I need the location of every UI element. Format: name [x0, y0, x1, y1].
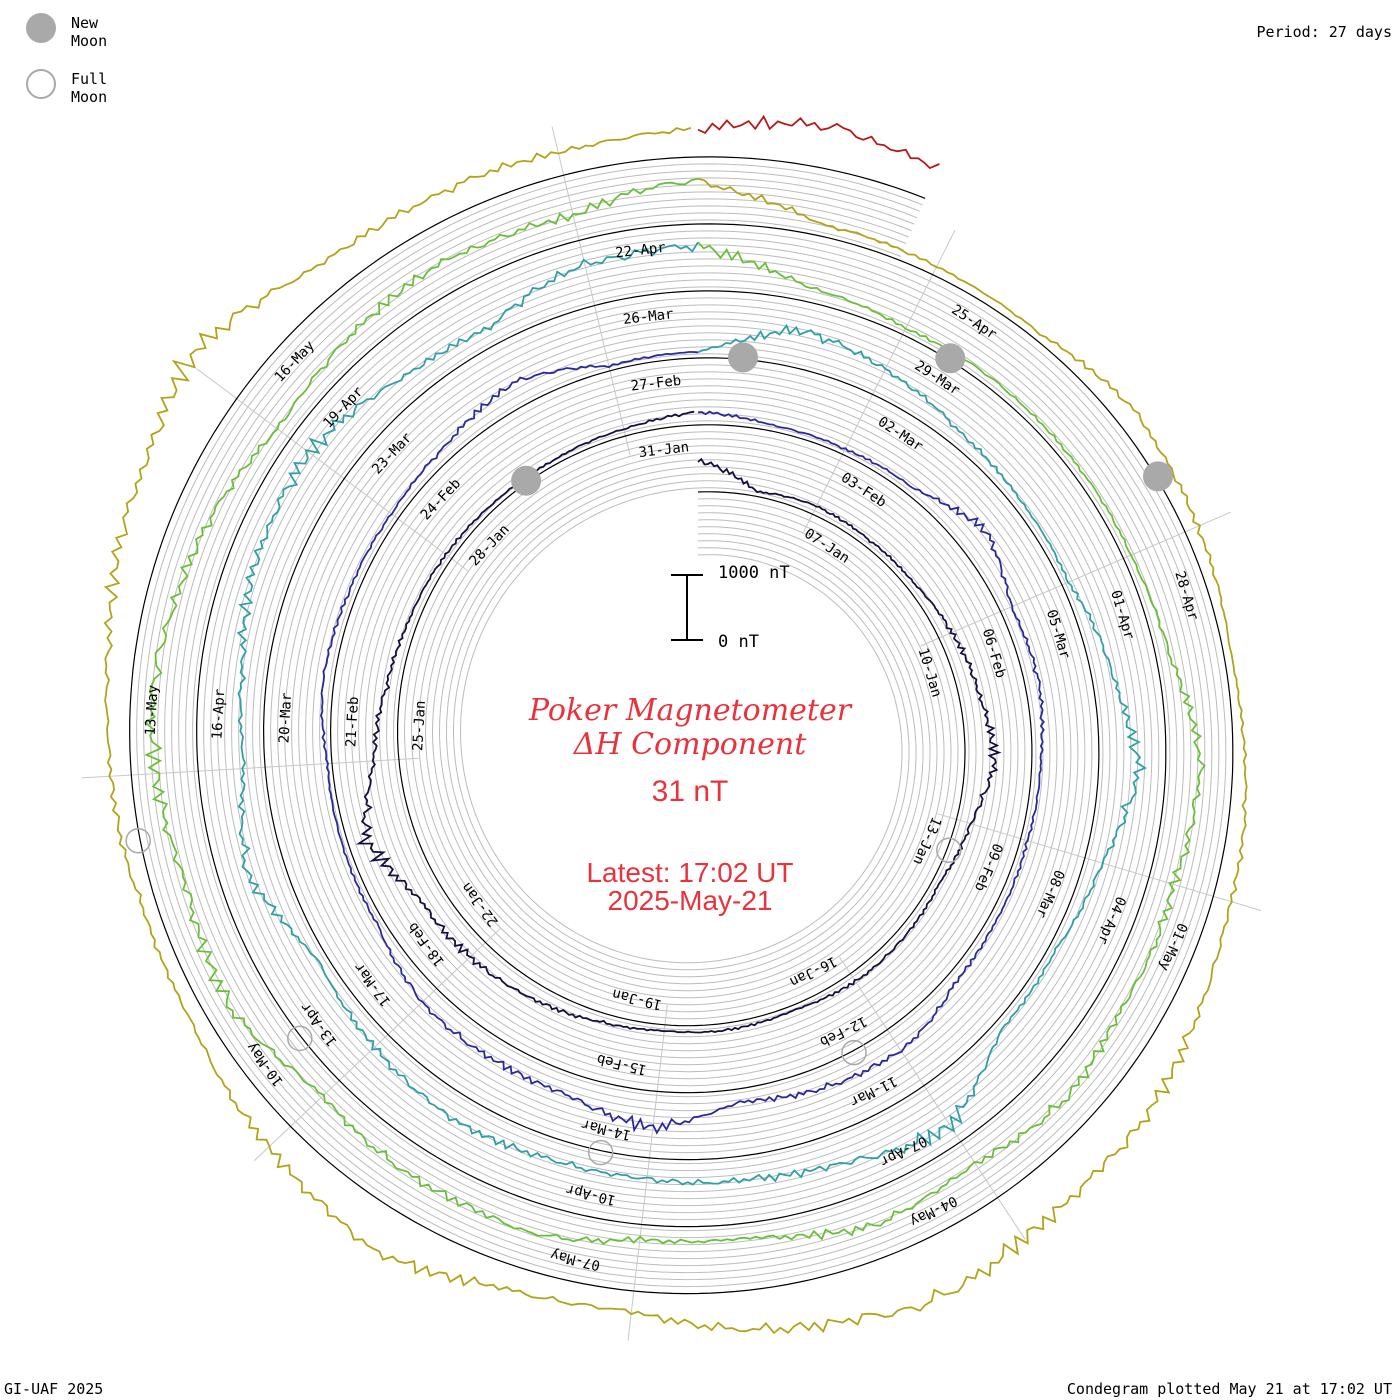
date-label: 26-Mar: [622, 306, 674, 328]
date-label: 21-Feb: [343, 696, 362, 747]
new-moon-marker: [935, 343, 966, 374]
dh-trace-rotation: [236, 241, 1148, 1186]
spiral-grid-line: [192, 219, 1171, 1232]
full-moon-marker: [841, 1039, 867, 1066]
full-moon-marker: [125, 827, 151, 854]
full-moon-marker: [936, 837, 962, 863]
spiral-grid-line: [178, 205, 1185, 1246]
date-label: 10-Jan: [915, 646, 945, 699]
date-label: 22-Apr: [615, 240, 667, 262]
day-spoke: [81, 757, 419, 779]
dh-trace-rotation: [103, 126, 1248, 1335]
legend-new-moon-label: New Moon: [71, 14, 108, 50]
chart-subtitle: ΔH Component: [573, 727, 807, 762]
new-moon-icon: [26, 13, 56, 43]
spiral-grid-line: [150, 177, 1213, 1274]
date-label: 27-Feb: [630, 373, 682, 395]
current-value: 31 nT: [651, 775, 729, 808]
date-label: 25-Jan: [410, 700, 429, 751]
zero-baseline: [129, 156, 1234, 1295]
new-moon-marker: [1143, 461, 1173, 492]
day-spoke: [838, 956, 1026, 1240]
dh-trace: [103, 114, 1248, 1335]
date-label: 28-Apr: [1171, 569, 1201, 622]
date-label: 19-Apr: [320, 384, 366, 432]
full-moon-marker: [587, 1139, 614, 1166]
spiral-grid-line: [143, 170, 1220, 1281]
scale-bar: [671, 574, 703, 641]
date-label: 28-Jan: [467, 522, 513, 570]
scale-top-label: 1000 nT: [718, 563, 790, 583]
spiral-grid-line: [136, 163, 1227, 1288]
spiral-grid-line: [185, 212, 1178, 1239]
day-spoke: [937, 813, 1262, 912]
date-label: 13-Apr: [298, 999, 341, 1049]
dh-trace-rotation: [355, 410, 1002, 1034]
date-label: 05-Mar: [1043, 608, 1073, 661]
date-label: 08-Mar: [1032, 867, 1067, 920]
date-label: 16-Apr: [209, 688, 228, 739]
date-label: 17-Mar: [351, 959, 394, 1009]
day-spoke: [196, 368, 468, 572]
day-spoke: [253, 928, 501, 1162]
date-label: 18-Feb: [405, 919, 448, 969]
spiral-baseline: [129, 156, 1234, 1295]
day-spoke: [551, 126, 631, 456]
footer-credit: GI-UAF 2025: [4, 1380, 104, 1398]
day-spoke: [803, 229, 956, 533]
day-spoke: [627, 1004, 668, 1341]
date-label: 06-Feb: [979, 627, 1009, 680]
latest-date: 2025-May-21: [607, 885, 773, 916]
day-spoke: [920, 511, 1232, 647]
date-label: 01-Apr: [1107, 588, 1137, 641]
chart-title: Poker Magnetometer: [528, 693, 852, 728]
dh-trace-rotation: [144, 177, 1206, 1246]
full-moon-icon: [26, 69, 56, 99]
scale-bottom-label: 0 nT: [718, 632, 759, 652]
date-label: 13-May: [143, 684, 162, 735]
new-moon-marker: [728, 342, 758, 373]
moon-markers: [125, 342, 1173, 1166]
period-label: Period: 27 days: [1256, 23, 1392, 41]
date-label: 19-Jan: [611, 985, 664, 1012]
date-label: 31-Jan: [638, 439, 690, 461]
legend-full-moon-label: Full Moon: [71, 70, 108, 106]
date-label: 09-Feb: [971, 841, 1006, 894]
date-label: 04-Apr: [1094, 894, 1129, 947]
spiral-grid-line: [171, 198, 1192, 1253]
day-spokes: [81, 126, 1262, 1341]
date-label: 23-Mar: [369, 430, 415, 478]
dh-trace-rotation: [320, 351, 1045, 1135]
latest-time: Latest: 17:02 UT: [586, 857, 794, 888]
full-moon-marker: [287, 1025, 313, 1052]
dh-trace-rotation: [697, 114, 940, 170]
spiral-grid-line: [157, 184, 1206, 1267]
footer-plot-time: Condegram plotted May 21 at 17:02 UT: [1066, 1380, 1392, 1398]
date-label: 20-Mar: [276, 692, 295, 743]
date-label: 24-Feb: [418, 476, 464, 524]
new-moon-marker: [511, 465, 542, 496]
